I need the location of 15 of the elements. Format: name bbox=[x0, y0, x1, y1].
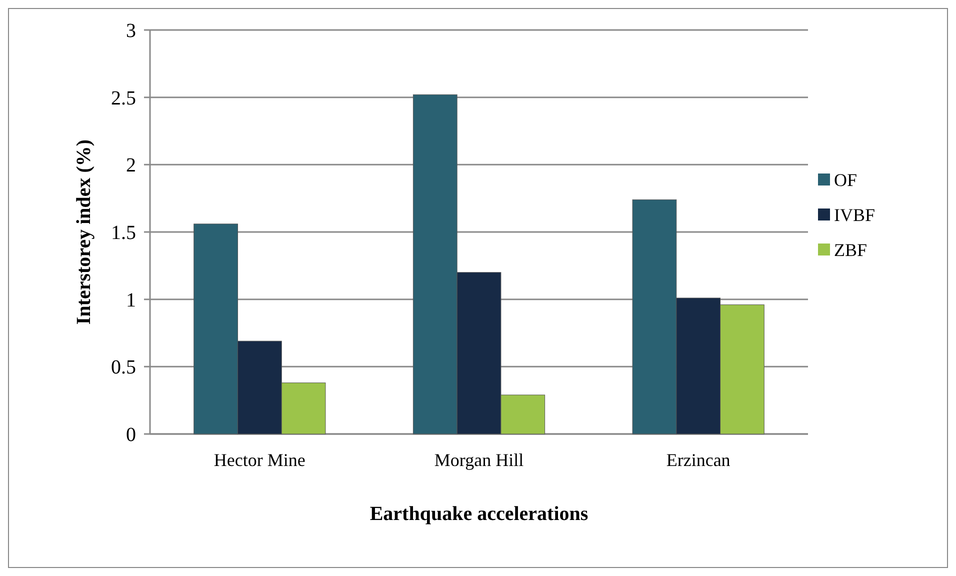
y-tick-label: 1.5 bbox=[111, 222, 136, 244]
x-axis-title: Earthquake accelerations bbox=[370, 503, 588, 525]
y-tick-label: 2.5 bbox=[111, 87, 136, 110]
y-tick-label: 3 bbox=[126, 20, 136, 42]
y-tick-label: 2 bbox=[126, 154, 136, 177]
y-tick-label: 0.5 bbox=[111, 356, 136, 379]
x-tick-label: Hector Mine bbox=[214, 450, 306, 470]
x-tick-label: Erzincan bbox=[666, 450, 730, 470]
legend-label: ZBF bbox=[834, 240, 868, 260]
legend-label: IVBF bbox=[834, 204, 876, 225]
y-tick-label: 0 bbox=[126, 424, 136, 446]
x-tick-label: Morgan Hill bbox=[434, 450, 524, 470]
y-axis-title: Interstorey index (%) bbox=[73, 139, 95, 325]
legend-label: OF bbox=[834, 170, 858, 190]
y-tick-label: 1 bbox=[126, 289, 136, 312]
